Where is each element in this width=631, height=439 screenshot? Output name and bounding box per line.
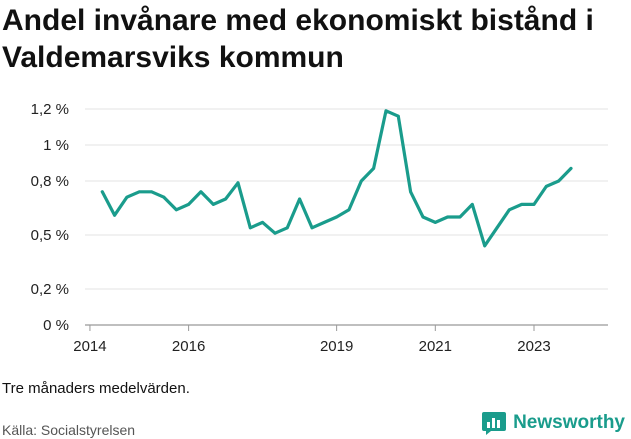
x-tick-label: 2014 [73, 338, 106, 355]
data-point [162, 195, 166, 199]
brand-logo[interactable]: Newsworthy [481, 410, 625, 436]
data-point [384, 109, 388, 113]
data-point [396, 114, 400, 118]
data-point [174, 208, 178, 212]
chart-note: Tre månaders medelvärden. [2, 380, 190, 397]
data-point [569, 167, 573, 170]
x-axis: 2014 2016 2019 2021 2023 [73, 325, 551, 355]
data-point [446, 215, 450, 219]
data-point [470, 203, 474, 206]
y-tick-label: 0,8 % [31, 173, 69, 190]
data-point [372, 167, 376, 170]
brand-name: Newsworthy [513, 412, 625, 433]
data-point [507, 208, 511, 212]
data-point [285, 226, 289, 230]
data-point [298, 197, 302, 201]
data-point [224, 197, 228, 201]
data-point [347, 208, 351, 212]
y-axis-ticks: 0 % 0,2 % 0,5 % 0,8 % 1 % 1,2 % [31, 101, 69, 334]
newsworthy-logo-icon [482, 412, 507, 435]
data-point [322, 221, 326, 224]
data-point [187, 203, 191, 206]
series-layer [100, 109, 573, 248]
y-tick-label: 0,5 % [31, 227, 69, 244]
chart-title: Andel invånare med ekonomiskt bistånd i … [2, 4, 594, 74]
data-point [150, 190, 154, 194]
data-point [544, 185, 548, 188]
data-point [520, 203, 524, 206]
data-point [125, 195, 129, 199]
data-point [211, 203, 215, 206]
x-tick-label: 2021 [419, 338, 452, 355]
data-point [113, 213, 117, 217]
y-tick-label: 1,2 % [31, 101, 69, 118]
y-tick-label: 0 % [43, 317, 69, 334]
data-point [483, 244, 487, 248]
y-tick-label: 0,2 % [31, 281, 69, 298]
data-point [199, 190, 203, 194]
series-line [100, 109, 573, 248]
data-point [248, 226, 252, 230]
data-point [495, 226, 499, 230]
x-tick-label: 2019 [320, 338, 353, 355]
x-tick-label: 2016 [172, 338, 205, 355]
data-point [335, 215, 339, 219]
data-point [261, 221, 265, 224]
x-tick-label: 2023 [517, 338, 550, 355]
source-credit: Källa: Socialstyrelsen [2, 422, 136, 438]
data-point [433, 221, 437, 224]
data-point [236, 181, 240, 185]
data-point [273, 231, 277, 235]
data-point [421, 215, 425, 219]
data-point [100, 190, 104, 194]
y-tick-label: 1 % [43, 137, 69, 154]
data-point [532, 203, 536, 206]
data-point [310, 226, 314, 230]
grid-lines [85, 108, 608, 326]
data-point [557, 179, 561, 183]
data-point [458, 215, 462, 219]
data-point [137, 190, 141, 194]
data-point [409, 190, 413, 194]
data-point [359, 179, 363, 183]
